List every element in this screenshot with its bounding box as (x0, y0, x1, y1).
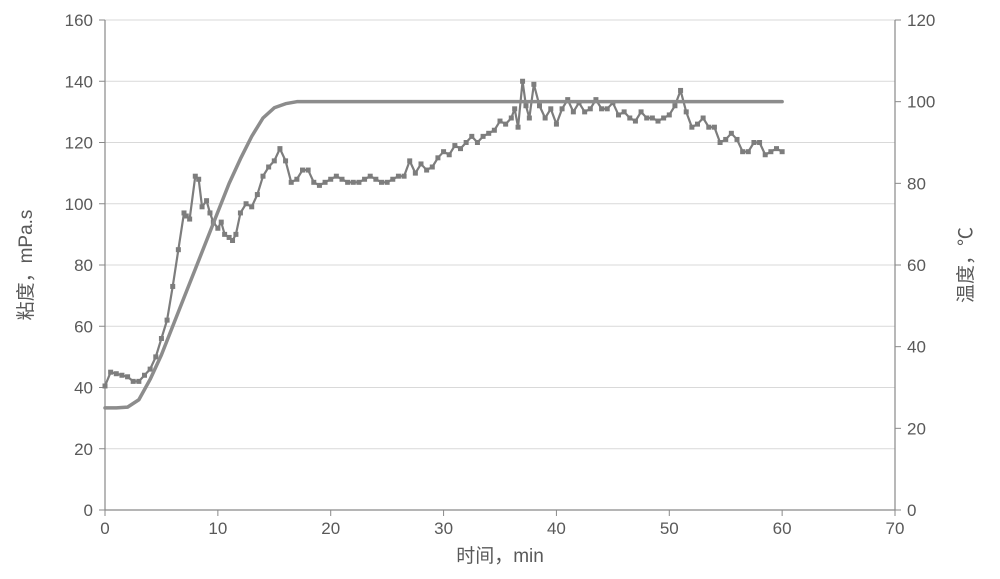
x-tick-label: 0 (100, 519, 109, 538)
x-tick-label: 70 (886, 519, 905, 538)
dual-axis-chart: 0102030405060700204060801001201401600204… (0, 0, 1000, 579)
x-tick-label: 60 (773, 519, 792, 538)
x-tick-label: 20 (321, 519, 340, 538)
y-right-tick-label: 120 (907, 11, 935, 30)
x-tick-label: 10 (208, 519, 227, 538)
y-left-tick-label: 80 (74, 256, 93, 275)
y-left-tick-label: 0 (84, 501, 93, 520)
y-left-tick-label: 120 (65, 134, 93, 153)
x-tick-label: 40 (547, 519, 566, 538)
y-left-tick-label: 60 (74, 317, 93, 336)
y-left-tick-label: 20 (74, 440, 93, 459)
y-left-tick-label: 160 (65, 11, 93, 30)
x-tick-label: 30 (434, 519, 453, 538)
y-right-tick-label: 80 (907, 174, 926, 193)
y-right-tick-label: 20 (907, 419, 926, 438)
y-left-tick-label: 40 (74, 379, 93, 398)
y-right-tick-label: 0 (907, 501, 916, 520)
y-left-tick-label: 100 (65, 195, 93, 214)
x-tick-label: 50 (660, 519, 679, 538)
y-right-tick-label: 100 (907, 93, 935, 112)
y-right-tick-label: 60 (907, 256, 926, 275)
y-right-axis-title: 温度，℃ (955, 227, 977, 303)
y-left-axis-title: 粘度，mPa.s (15, 210, 37, 321)
x-axis-title: 时间，min (456, 545, 544, 567)
y-left-tick-label: 140 (65, 72, 93, 91)
y-right-tick-label: 40 (907, 338, 926, 357)
